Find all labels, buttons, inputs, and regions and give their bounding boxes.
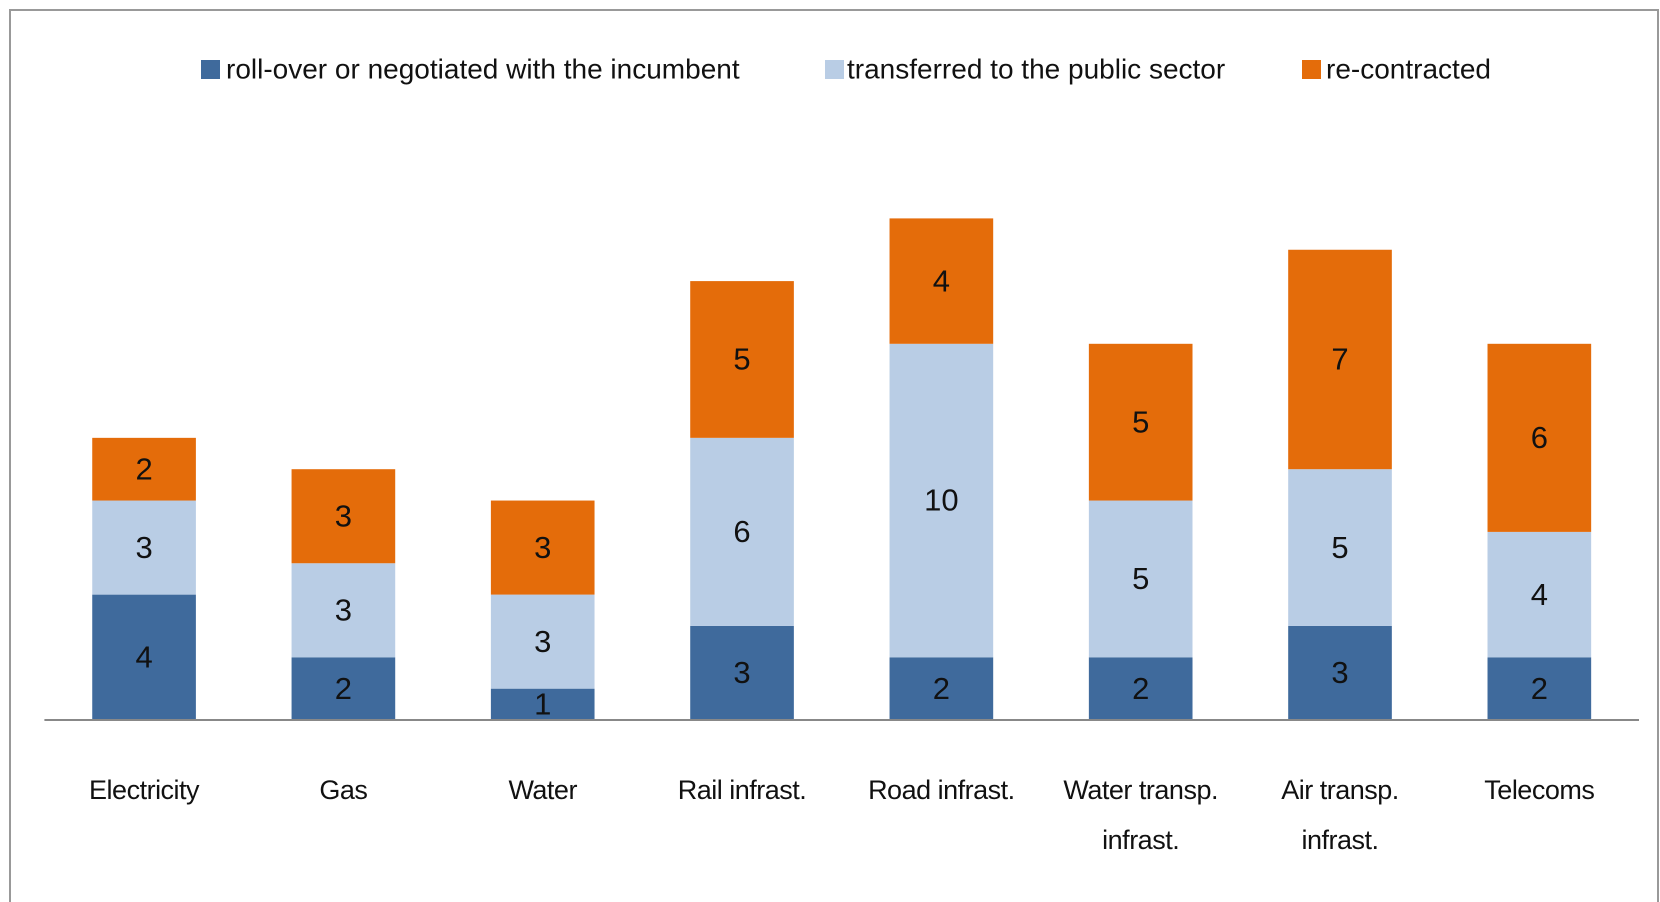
data-label: 2 [135,451,152,486]
bar-segment [92,594,196,720]
bar-segment [1288,249,1392,470]
legend-label: transferred to the public sector [847,53,1225,84]
data-label: 4 [135,639,152,674]
data-label: 4 [1531,577,1548,612]
bar-segment [1088,657,1193,720]
data-label: 5 [1331,530,1348,565]
legend-swatch [201,60,220,79]
bar-segment [1088,500,1193,658]
data-label: 3 [534,530,551,565]
x-tick-label: Rail infrast. [677,775,807,805]
data-label: 3 [335,592,352,627]
data-label: 3 [335,498,352,533]
bar-segment [92,500,196,595]
data-label: 5 [1132,404,1149,439]
data-label: 10 [924,483,958,518]
bar-segment [889,657,994,720]
bar-segment [1487,343,1592,532]
data-label: 6 [733,514,750,549]
x-tick-label: Water [508,775,577,805]
data-label: 7 [1331,342,1348,377]
bar-segment [490,500,595,595]
bar-segment [291,657,396,720]
data-label: 3 [1331,655,1348,690]
x-tick-label: Water transp. infrast. [1063,775,1218,855]
bar-segment [1088,343,1193,501]
legend-label: re-contracted [1326,53,1491,84]
bar-segment [291,563,396,658]
frame [9,9,1659,902]
bar-segment [690,437,794,626]
data-label: 5 [1132,561,1149,596]
bar-segment [889,343,994,658]
legend-swatch [825,60,844,79]
bar-segment [490,594,595,689]
bar-segment [490,688,595,720]
bar-segment [291,469,396,564]
bar-segment [1288,625,1392,720]
bar-segment [1288,469,1392,626]
x-tick-label: Electricity [89,775,200,805]
x-tick-label: Gas [319,775,368,805]
data-label: 2 [933,671,950,706]
data-label: 6 [1531,420,1548,455]
data-label: 4 [933,263,950,298]
data-label: 1 [534,687,551,722]
x-tick-label: Telecoms [1484,775,1595,805]
data-label: 2 [1132,671,1149,706]
x-tick-label: Road infrast. [868,775,1015,805]
bar-segment [889,218,994,344]
data-label: 3 [733,655,750,690]
data-label: 2 [1531,671,1548,706]
data-label: 3 [135,530,152,565]
data-label: 5 [733,342,750,377]
x-tick-label: Air transp. infrast. [1281,775,1399,855]
bar-segment [1487,531,1592,658]
bar-segment [690,625,794,720]
bar-segment [690,281,794,438]
bar-segment [1487,657,1592,720]
bar-segment [92,437,196,501]
data-label: 2 [335,671,352,706]
legend-label: roll-over or negotiated with the incumbe… [226,53,740,84]
legend-swatch [1302,60,1321,79]
data-label: 3 [534,624,551,659]
